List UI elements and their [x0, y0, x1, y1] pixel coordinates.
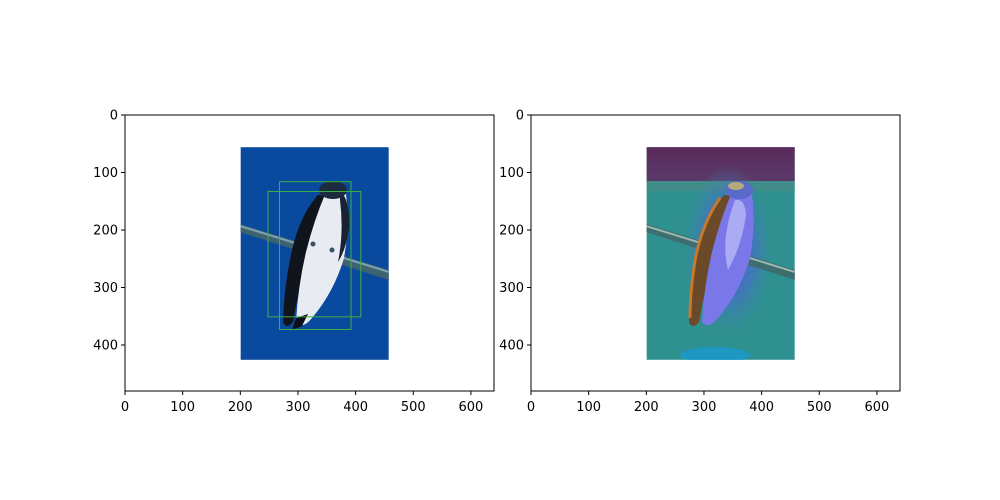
- right-x-tick-label: 400: [749, 400, 774, 415]
- left-x-tick-label: 600: [459, 400, 484, 415]
- left-x-tick-label: 300: [286, 400, 311, 415]
- right-axes-frame: [530, 114, 901, 392]
- right-bird-head-highlight: [728, 182, 744, 190]
- right-y-tick-label: 400: [499, 339, 524, 354]
- left-y-tick-label: 200: [93, 224, 118, 239]
- bbox-1: [279, 181, 352, 330]
- right-x-tick-label: 0: [527, 400, 535, 415]
- left-panel: 0 100 200 300 400 500 600 0 100 200 300 400: [93, 109, 495, 416]
- left-bird-back: [338, 190, 350, 262]
- left-x-tick-label: 400: [343, 400, 368, 415]
- left-bird-foot: [310, 241, 316, 247]
- right-y-tick-label: 300: [499, 281, 524, 296]
- right-y-tick-label: 200: [499, 224, 524, 239]
- left-y-tick-label: 100: [93, 166, 118, 181]
- left-bird-head: [319, 181, 347, 199]
- right-x-tick-label: 600: [865, 400, 890, 415]
- left-x-tick-label: 100: [170, 400, 195, 415]
- right-x-tick-label: 300: [692, 400, 717, 415]
- left-bird-belly: [296, 188, 348, 326]
- right-heat-bottom: [680, 347, 750, 360]
- right-bird-wing-edge: [688, 197, 722, 319]
- bbox-2: [267, 190, 362, 318]
- right-y-tick-label: 100: [499, 166, 524, 181]
- left-bird-tail: [292, 314, 308, 330]
- left-y-tick-label: 400: [93, 339, 118, 354]
- left-x-tick-label: 500: [401, 400, 426, 415]
- left-photo: [240, 147, 389, 360]
- right-x-tick-label: 200: [634, 400, 659, 415]
- left-axes-frame: [124, 114, 495, 392]
- left-y-tick-label: 300: [93, 281, 118, 296]
- right-bird-belly-light: [725, 199, 746, 270]
- right-y-tick-label: 0: [516, 109, 524, 124]
- right-axis-ticks: 0 100 200 300 400 500 600 0 100 200 300 400: [499, 109, 889, 416]
- right-x-tick-label: 500: [807, 400, 832, 415]
- right-photo: [646, 147, 795, 360]
- left-x-tick-label: 200: [228, 400, 253, 415]
- left-axis-ticks: 0 100 200 300 400 500 600 0 100 200 300 400: [93, 109, 483, 416]
- right-panel: 0 100 200 300 400 500 600 0 100 200 300 400: [499, 109, 901, 416]
- left-bird-foot: [329, 247, 335, 253]
- right-x-tick-label: 100: [576, 400, 601, 415]
- left-x-tick-label: 0: [121, 400, 129, 415]
- left-y-tick-label: 0: [110, 109, 118, 124]
